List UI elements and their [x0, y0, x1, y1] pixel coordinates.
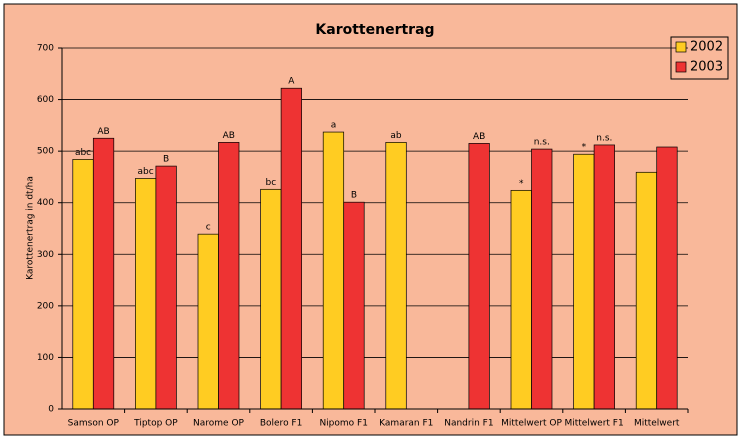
significance-label: n.s.	[534, 138, 550, 148]
bar	[573, 153, 595, 410]
x-tick-label: Samson OP	[68, 419, 120, 429]
x-tick-label: Mittelwert F1	[564, 419, 623, 429]
significance-label: c	[206, 223, 211, 233]
bar	[322, 131, 345, 410]
bar	[468, 143, 490, 410]
significance-label: bc	[266, 178, 277, 188]
significance-label: abc	[75, 148, 91, 158]
significance-label: a	[331, 121, 337, 131]
x-tick-label: Tiptop OP	[133, 419, 178, 429]
bar	[656, 146, 678, 410]
x-tick-label: Nandrin F1	[444, 419, 493, 429]
x-tick-label: Mittelwert	[634, 419, 680, 429]
bar	[72, 159, 94, 410]
significance-label: AB	[473, 132, 485, 142]
significance-label: A	[288, 77, 295, 87]
legend-text: 2003	[690, 60, 723, 75]
bar	[135, 178, 157, 410]
significance-label: n.s.	[596, 133, 612, 143]
bar	[197, 233, 219, 410]
x-tick-label: Narome OP	[193, 419, 245, 429]
y-tick-label: 300	[37, 250, 54, 260]
bar	[343, 201, 365, 410]
bar	[385, 142, 407, 410]
significance-label: B	[351, 191, 357, 201]
legend-swatch	[675, 61, 687, 73]
significance-label: B	[163, 155, 169, 165]
y-tick-label: 200	[37, 301, 54, 311]
bar	[280, 87, 302, 410]
y-tick-label: 400	[37, 198, 54, 208]
bar	[218, 142, 240, 410]
significance-label: AB	[223, 131, 235, 141]
significance-label: abc	[138, 167, 154, 177]
x-tick-label: Kamaran F1	[379, 419, 433, 429]
bar	[593, 144, 615, 410]
x-tick-label: Nipomo F1	[319, 419, 368, 429]
bar	[635, 171, 658, 410]
chart-title: Karottenertrag	[315, 22, 434, 38]
y-tick-label: 100	[37, 353, 54, 363]
x-tick-label: Mittelwert OP	[501, 419, 562, 429]
bar	[531, 148, 553, 410]
bar	[92, 137, 115, 410]
bar	[155, 165, 177, 410]
significance-label: ab	[390, 131, 402, 141]
y-axis-label: Karottenertrag in dt/ha	[26, 176, 36, 280]
y-tick-label: 600	[37, 95, 54, 105]
y-tick-label: 700	[37, 44, 54, 54]
x-tick-label: Bolero F1	[260, 419, 303, 429]
bar	[260, 188, 282, 410]
legend-text: 2002	[690, 40, 723, 55]
y-tick-label: 500	[37, 147, 54, 157]
significance-label: AB	[97, 127, 109, 137]
legend-swatch	[675, 41, 687, 53]
significance-label: *	[519, 179, 524, 189]
y-tick-label: 0	[48, 405, 54, 415]
bar	[510, 189, 532, 410]
significance-label: *	[582, 143, 587, 153]
